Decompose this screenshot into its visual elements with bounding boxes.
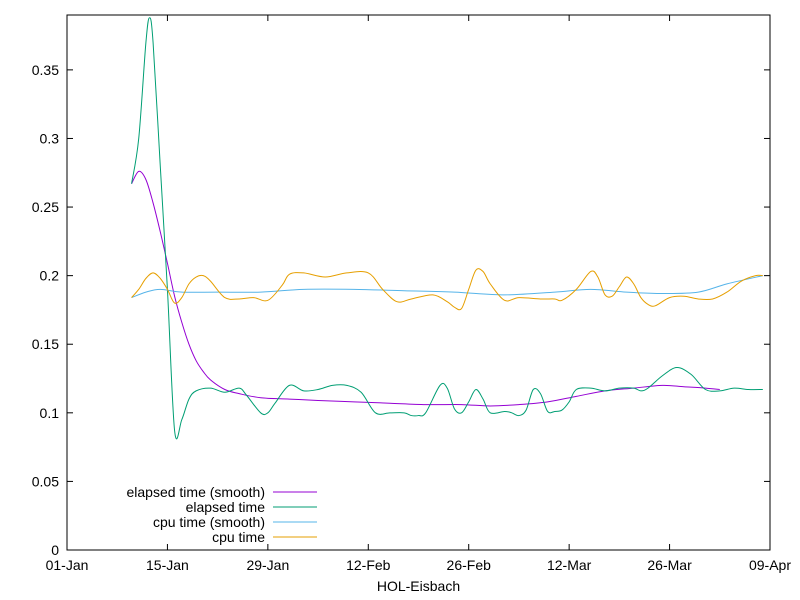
y-tick-label: 0.3: [40, 130, 60, 146]
legend-label-cpu-time-smooth: cpu time (smooth): [153, 514, 265, 530]
y-tick-label: 0: [51, 542, 59, 558]
axis-ticks: 0 0.05 0.1 0.15 0.2 0.25 0.3 0.35 01-Jan 15-Jan 29…: [32, 15, 791, 573]
series-line-cpu-time: [131, 268, 763, 311]
legend-label-cpu-time: cpu time: [212, 529, 265, 545]
x-tick-label: 01-Jan: [46, 557, 89, 573]
plot-frame: [66, 14, 771, 551]
series-lines: [131, 17, 763, 440]
y-tick-label: 0.15: [32, 336, 59, 352]
x-tick-label: 12-Mar: [547, 557, 592, 573]
x-tick-label: 26-Feb: [447, 557, 492, 573]
x-tick-label: 12-Feb: [346, 557, 391, 573]
y-tick-label: 0.25: [32, 199, 59, 215]
y-tick-label: 0.35: [32, 62, 59, 78]
x-tick-label: 09-Apr: [749, 557, 791, 573]
legend-label-elapsed-time: elapsed time: [186, 499, 266, 515]
x-tick-label: 15-Jan: [146, 557, 189, 573]
y-tick-label: 0.2: [40, 268, 60, 284]
legend-label-elapsed-time-smooth: elapsed time (smooth): [126, 484, 265, 500]
series-line-elapsed-time: [131, 17, 763, 440]
x-axis-label: HOL-Eisbach: [377, 578, 460, 594]
y-tick-label: 0.05: [32, 473, 59, 489]
series-line-cpu-time-smooth: [131, 275, 763, 299]
x-tick-label: 26-Mar: [647, 557, 692, 573]
x-tick-label: 29-Jan: [246, 557, 289, 573]
y-tick-label: 0.1: [40, 405, 60, 421]
